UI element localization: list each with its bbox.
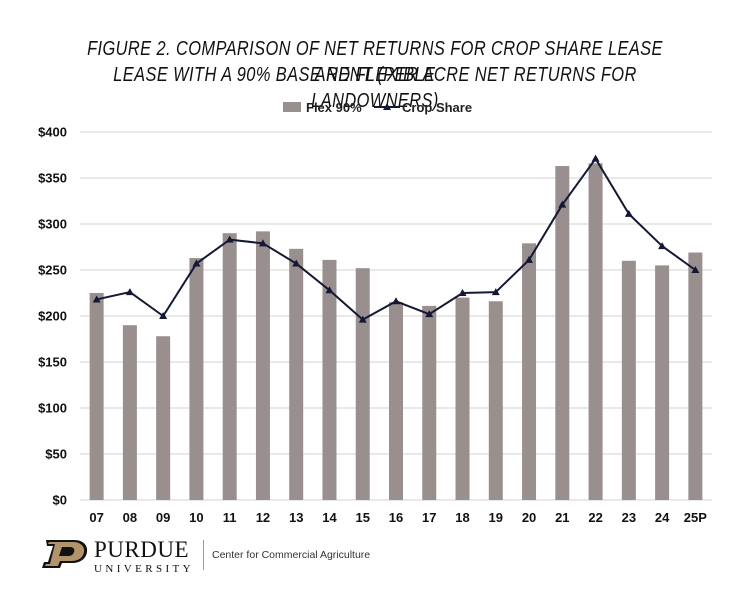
y-tick-label: $400: [38, 125, 67, 140]
bar: [655, 265, 670, 500]
y-tick-label: $50: [45, 447, 67, 462]
bar: [688, 252, 703, 500]
x-tick-label: 23: [622, 510, 636, 525]
line-series-crop-share: [92, 154, 700, 323]
x-tick-label: 21: [555, 510, 569, 525]
x-tick-label: 15: [356, 510, 370, 525]
bar: [189, 258, 204, 500]
line-point: [392, 297, 400, 305]
bar: [222, 233, 237, 500]
line-point: [425, 310, 434, 318]
line-point: [159, 312, 168, 319]
line-point: [192, 259, 201, 267]
legend: Flex 90% Crop Share: [283, 100, 472, 115]
line-point: [292, 259, 301, 267]
legend-marker-crop-share: [383, 103, 391, 110]
x-axis-ticks: 07 08 09 10 11 12 13 14 15 16 17 18 19 20 21 22 23 24 25P: [89, 510, 707, 525]
x-tick-label: 08: [123, 510, 137, 525]
bar: [289, 248, 304, 500]
purdue-logo-icon: [42, 540, 88, 568]
legend-label-crop-share: Crop Share: [402, 100, 472, 115]
x-tick-label: 14: [322, 510, 337, 525]
y-tick-label: $300: [38, 217, 67, 232]
bar: [89, 293, 104, 500]
line-point: [591, 154, 600, 162]
bar: [156, 336, 171, 500]
line-point: [92, 295, 101, 303]
y-tick-label: $200: [38, 309, 67, 324]
line-point: [225, 235, 234, 243]
line-point: [624, 209, 633, 217]
line-point: [458, 289, 467, 296]
line-point: [558, 200, 567, 208]
x-tick-label: 17: [422, 510, 436, 525]
bar: [322, 259, 337, 500]
bar: [488, 301, 503, 500]
bar: [588, 163, 603, 500]
legend-swatch-flex-90: [283, 102, 301, 112]
bar: [255, 231, 270, 501]
line-point: [125, 288, 134, 296]
bar: [389, 302, 403, 500]
x-tick-label: 16: [389, 510, 403, 525]
bar: [455, 297, 470, 500]
line-point: [491, 288, 500, 296]
x-tick-label: 18: [455, 510, 469, 525]
chart-title-line-1: FIGURE 2. COMPARISON OF NET RETURNS FOR …: [87, 38, 663, 86]
line-point: [658, 242, 667, 250]
line-point: [325, 286, 334, 294]
x-tick-label: 24: [655, 510, 670, 525]
legend-label-flex-90: Flex 90%: [306, 100, 362, 115]
line-point: [258, 239, 267, 247]
crop-share-line: [96, 157, 696, 321]
footer-divider: [203, 540, 204, 570]
bar: [555, 166, 570, 501]
brand-name: PURDUE: [94, 537, 190, 562]
line-point: [691, 266, 700, 273]
y-tick-label: $250: [38, 263, 67, 278]
center-name: Center for Commercial Agriculture: [212, 549, 371, 561]
net-returns-chart: $0 $50 $100 $150 $200 $250 $300 $350 $400 07 08 09…: [38, 100, 712, 525]
bar: [422, 305, 437, 500]
x-tick-label: 20: [522, 510, 536, 525]
bar: [522, 243, 537, 500]
bar: [355, 268, 370, 500]
y-axis-ticks: $0 $50 $100 $150 $200 $250 $300 $350 $400: [38, 125, 67, 508]
y-tick-label: $0: [53, 493, 67, 508]
x-tick-label: 11: [223, 510, 237, 525]
y-tick-label: $350: [38, 171, 67, 186]
line-point: [525, 255, 534, 263]
x-tick-label: 25P: [684, 510, 707, 525]
bar: [122, 325, 137, 500]
x-tick-label: 22: [588, 510, 602, 525]
x-tick-label: 10: [189, 510, 203, 525]
bar-series-flex-90: [89, 163, 703, 501]
x-tick-label: 19: [489, 510, 503, 525]
line-point: [358, 315, 367, 323]
x-tick-label: 13: [289, 510, 303, 525]
x-tick-label: 09: [156, 510, 170, 525]
x-tick-label: 12: [256, 510, 270, 525]
x-tick-label: 07: [89, 510, 103, 525]
y-tick-label: $150: [38, 355, 67, 370]
chart-title-line-2: LEASE WITH A 90% BASE RENT (PER ACRE NET…: [113, 64, 637, 112]
brand-wordmark: PURDUE UNIVERSITY: [94, 537, 194, 576]
bar: [621, 260, 636, 500]
brand-subname: UNIVERSITY: [94, 563, 194, 575]
y-tick-label: $100: [38, 401, 67, 416]
